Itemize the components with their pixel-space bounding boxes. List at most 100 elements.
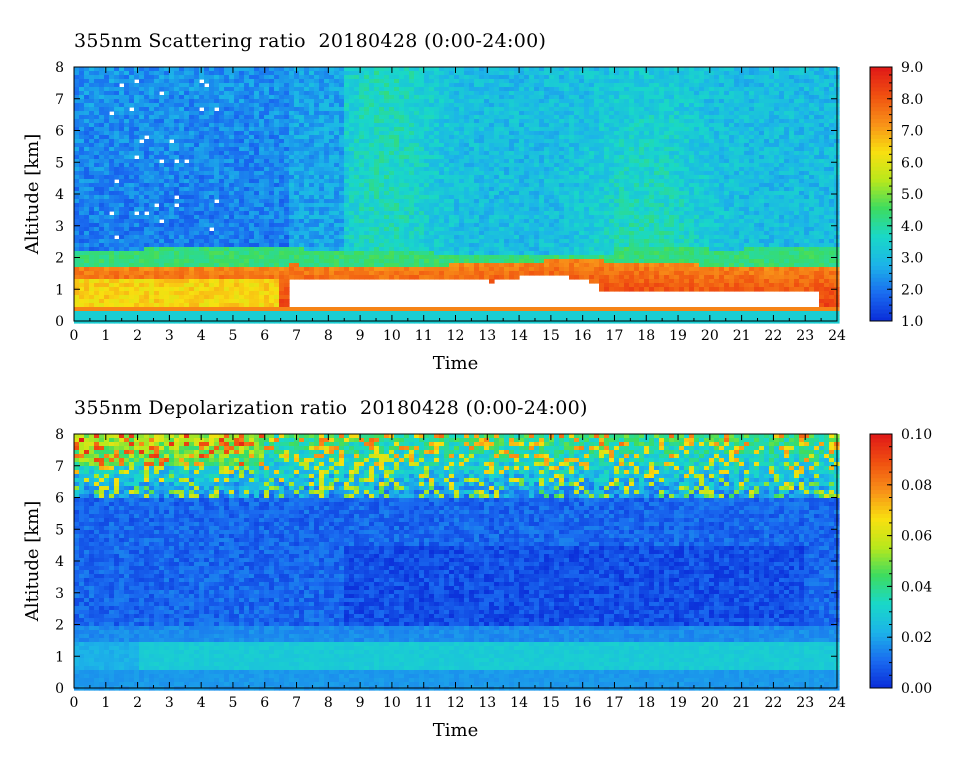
heatmap-cell (779, 191, 785, 196)
heatmap-cell (609, 111, 615, 116)
heatmap-cell (694, 79, 700, 84)
heatmap-cell (534, 91, 540, 96)
heatmap-cell (764, 75, 770, 80)
heatmap-cell (464, 103, 470, 108)
heatmap-cell (84, 187, 90, 192)
heatmap-cell (659, 79, 665, 84)
heatmap-cell (584, 139, 590, 144)
heatmap-cell (144, 187, 150, 192)
heatmap-cell (184, 139, 190, 144)
heatmap-cell (109, 135, 115, 140)
heatmap-cell (599, 83, 605, 88)
heatmap-cell (399, 131, 405, 136)
heatmap-cell (229, 91, 235, 96)
heatmap-cell (249, 95, 255, 100)
heatmap-cell (419, 167, 425, 172)
heatmap-cell (639, 159, 645, 164)
heatmap-cell (74, 111, 80, 116)
heatmap-cell (99, 99, 105, 104)
heatmap-cell (464, 175, 470, 180)
heatmap-cell (439, 91, 445, 96)
heatmap-cell (399, 151, 405, 156)
heatmap-cell (249, 127, 255, 132)
heatmap-cell (634, 143, 640, 148)
heatmap-cell (694, 91, 700, 96)
heatmap-cell (589, 167, 595, 172)
heatmap-cell (379, 155, 385, 160)
heatmap-cell (204, 159, 210, 164)
heatmap-cell (679, 163, 685, 168)
heatmap-cell (579, 115, 585, 120)
heatmap-cell (609, 183, 615, 188)
heatmap-cell (154, 175, 160, 180)
heatmap-cell (464, 147, 470, 152)
heatmap-cell (814, 159, 820, 164)
heatmap-cell (144, 67, 150, 72)
heatmap-cell (779, 123, 785, 128)
heatmap-cell (294, 95, 300, 100)
heatmap-cell (439, 155, 445, 160)
heatmap-cell (489, 131, 495, 136)
heatmap-cell (294, 83, 300, 88)
heatmap-cell (334, 167, 340, 172)
heatmap-cell (84, 147, 90, 152)
heatmap-cell (159, 195, 165, 200)
heatmap-cell (564, 151, 570, 156)
heatmap-cell (489, 191, 495, 196)
heatmap-cell (159, 107, 165, 112)
heatmap-cell (134, 131, 140, 136)
heatmap-cell (204, 87, 210, 92)
heatmap-cell (389, 195, 395, 200)
heatmap-cell (74, 135, 80, 140)
heatmap-cell (594, 91, 600, 96)
heatmap-cell (84, 107, 90, 112)
heatmap-cell (744, 75, 750, 80)
heatmap-cell (584, 127, 590, 132)
heatmap-cell (549, 115, 555, 120)
heatmap-cell (564, 119, 570, 124)
heatmap-cell (599, 119, 605, 124)
heatmap-cell (489, 147, 495, 152)
heatmap-cell (194, 191, 200, 196)
heatmap-cell (589, 183, 595, 188)
heatmap-cell (434, 187, 440, 192)
heatmap-cell (389, 83, 395, 88)
heatmap-cell (574, 143, 580, 148)
heatmap-cell (419, 123, 425, 128)
heatmap-cell (779, 187, 785, 192)
heatmap-cell (229, 155, 235, 160)
heatmap-cell (494, 95, 500, 100)
heatmap-cell (229, 83, 235, 88)
heatmap-cell (384, 147, 390, 152)
heatmap-cell (419, 67, 425, 72)
heatmap-cell (704, 187, 710, 192)
heatmap-cell (259, 75, 265, 80)
heatmap-cell (569, 155, 575, 160)
heatmap-cell (724, 147, 730, 152)
heatmap-cell (239, 159, 245, 164)
heatmap-cell (459, 119, 465, 124)
heatmap-cell (724, 151, 730, 156)
heatmap-cell (404, 131, 410, 136)
heatmap-cell (259, 143, 265, 148)
heatmap-cell (414, 119, 420, 124)
heatmap-cell (434, 171, 440, 176)
heatmap-cell (619, 67, 625, 72)
heatmap-cell (694, 163, 700, 168)
heatmap-cell (104, 79, 110, 84)
heatmap-cell (274, 195, 280, 200)
heatmap-cell (354, 111, 360, 116)
heatmap-cell (234, 67, 240, 72)
heatmap-cell (429, 195, 435, 200)
heatmap-cell (654, 147, 660, 152)
heatmap-cell (574, 87, 580, 92)
heatmap-cell (734, 183, 740, 188)
heatmap-cell (269, 131, 275, 136)
heatmap-cell (259, 151, 265, 156)
heatmap-cell (254, 131, 260, 136)
heatmap-cell (804, 175, 810, 180)
heatmap-cell (214, 83, 220, 88)
heatmap-cell (624, 71, 630, 76)
heatmap-cell (794, 127, 800, 132)
heatmap-cell (434, 191, 440, 196)
